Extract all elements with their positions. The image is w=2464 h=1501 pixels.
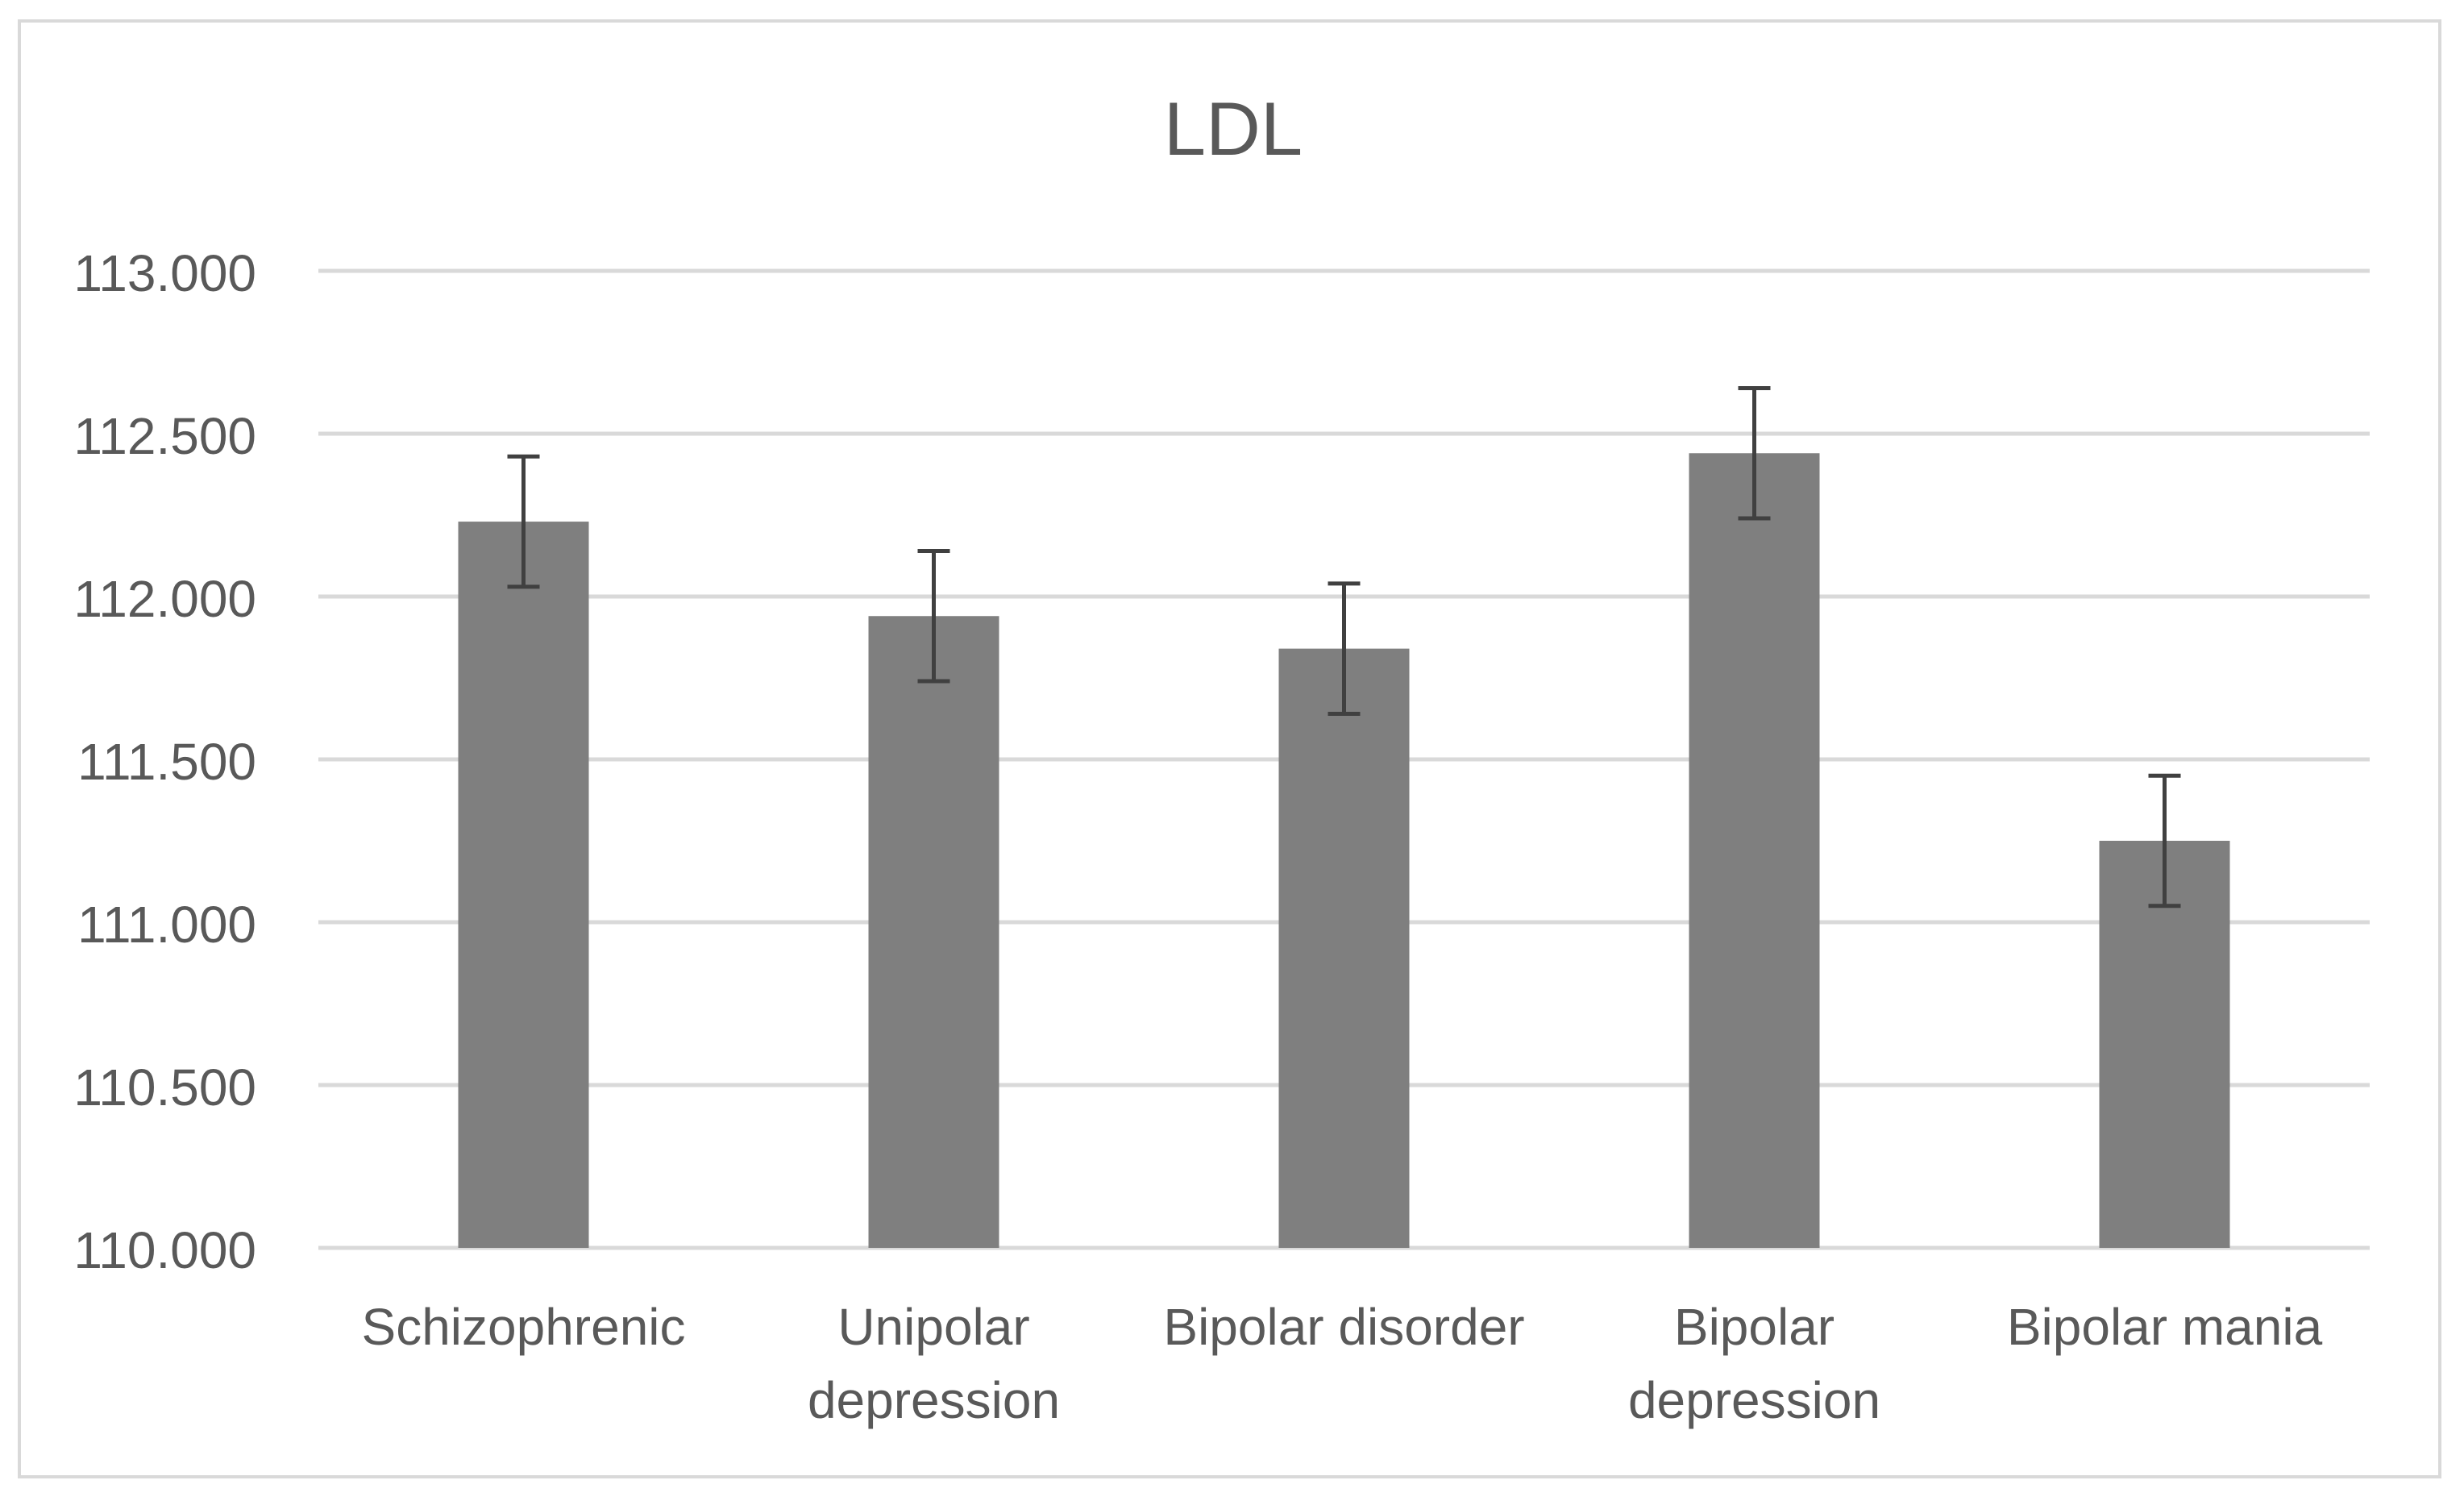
x-category-label: Unipolar depression [808, 1298, 1060, 1429]
error-bar [1328, 581, 1361, 716]
x-axis-category-labels: Schizophrenic Unipolar depression Bipolar d… [362, 1298, 2323, 1429]
bar [868, 616, 999, 1248]
y-tick-label: 111.000 [77, 896, 256, 954]
error-bars [507, 385, 2181, 908]
y-tick-label: 111.500 [77, 733, 256, 791]
bar [1689, 453, 1820, 1248]
bar [1278, 648, 1410, 1248]
error-bar [917, 548, 950, 684]
bar [458, 522, 589, 1248]
y-tick-label: 110.500 [73, 1058, 256, 1116]
error-bar [507, 454, 540, 589]
x-category-label: Schizophrenic [362, 1298, 686, 1356]
chart-frame [18, 19, 2441, 1478]
x-category-label: Bipolar mania [2007, 1298, 2323, 1356]
x-category-label: Bipolar disorder [1163, 1298, 1524, 1356]
y-axis-tick-labels: 110.000 110.500 111.000 111.500 112.000 112.5… [73, 244, 256, 1279]
error-bar [2148, 773, 2181, 908]
y-tick-label: 112.000 [73, 570, 256, 628]
chart-title: LDL [1164, 86, 1303, 171]
y-tick-label: 112.500 [73, 407, 256, 465]
bar [2099, 841, 2230, 1248]
bars [458, 453, 2230, 1248]
x-category-label: Bipolar depression [1628, 1298, 1880, 1429]
y-tick-label: 110.000 [73, 1221, 256, 1279]
error-bar [1738, 385, 1771, 521]
y-tick-label: 113.000 [73, 244, 256, 302]
